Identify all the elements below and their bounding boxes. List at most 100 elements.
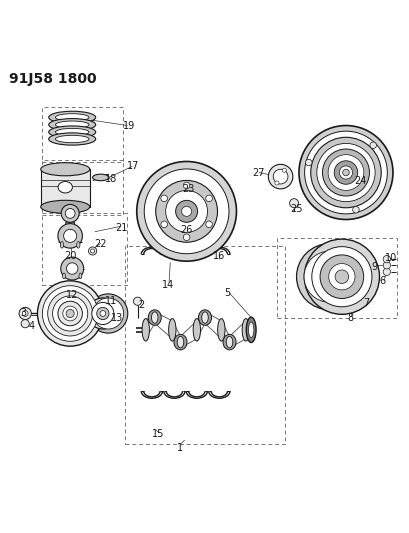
Text: 17: 17 <box>127 161 139 172</box>
Circle shape <box>97 308 109 320</box>
Circle shape <box>339 166 352 179</box>
Text: 20: 20 <box>64 251 76 261</box>
Ellipse shape <box>49 133 95 145</box>
Circle shape <box>66 309 74 318</box>
Circle shape <box>298 126 392 220</box>
Circle shape <box>183 182 189 189</box>
Ellipse shape <box>198 310 211 325</box>
Circle shape <box>87 298 118 329</box>
Circle shape <box>90 249 94 253</box>
Circle shape <box>66 263 78 274</box>
Text: 19: 19 <box>123 120 135 131</box>
Ellipse shape <box>55 121 89 128</box>
Text: 91J58 1800: 91J58 1800 <box>9 72 96 86</box>
Circle shape <box>47 291 92 336</box>
Ellipse shape <box>173 334 187 350</box>
Ellipse shape <box>222 334 236 350</box>
Polygon shape <box>63 222 76 236</box>
Circle shape <box>342 169 348 176</box>
Circle shape <box>281 168 285 172</box>
Ellipse shape <box>63 273 65 279</box>
Text: 9: 9 <box>371 262 377 271</box>
Text: 12: 12 <box>66 290 78 300</box>
Circle shape <box>133 297 142 305</box>
Circle shape <box>334 270 348 284</box>
Ellipse shape <box>79 273 82 279</box>
Circle shape <box>319 255 363 298</box>
Circle shape <box>175 200 197 222</box>
Text: 6: 6 <box>379 276 385 286</box>
Circle shape <box>274 181 278 185</box>
Ellipse shape <box>193 319 200 341</box>
Text: 14: 14 <box>162 280 174 290</box>
Circle shape <box>352 206 358 213</box>
Text: 8: 8 <box>346 312 352 322</box>
Circle shape <box>165 190 207 232</box>
Bar <box>276 238 396 318</box>
Text: 11: 11 <box>105 296 117 306</box>
Circle shape <box>65 208 75 219</box>
Circle shape <box>100 311 106 317</box>
Circle shape <box>92 302 114 325</box>
Text: 13: 13 <box>111 312 123 322</box>
Ellipse shape <box>177 336 183 348</box>
Ellipse shape <box>55 114 89 121</box>
Circle shape <box>382 262 389 269</box>
Circle shape <box>296 244 362 310</box>
Circle shape <box>183 234 189 240</box>
Circle shape <box>305 159 311 166</box>
Circle shape <box>63 306 77 321</box>
Circle shape <box>181 206 191 216</box>
Circle shape <box>137 161 236 261</box>
Text: 21: 21 <box>115 223 127 233</box>
Ellipse shape <box>151 312 157 324</box>
Circle shape <box>272 169 287 184</box>
Circle shape <box>61 204 79 222</box>
Ellipse shape <box>92 174 109 181</box>
Text: 4: 4 <box>28 321 34 331</box>
Text: 26: 26 <box>180 225 192 235</box>
Circle shape <box>303 239 379 314</box>
Ellipse shape <box>246 317 256 343</box>
Circle shape <box>88 294 128 333</box>
Ellipse shape <box>40 200 90 213</box>
Circle shape <box>322 149 369 196</box>
Circle shape <box>155 181 217 242</box>
Circle shape <box>289 199 298 208</box>
Circle shape <box>37 281 103 346</box>
Ellipse shape <box>201 312 208 324</box>
Circle shape <box>88 247 97 255</box>
Circle shape <box>92 298 124 329</box>
Ellipse shape <box>60 241 63 248</box>
Circle shape <box>382 268 389 276</box>
Circle shape <box>382 255 389 263</box>
Circle shape <box>327 155 363 190</box>
Ellipse shape <box>148 310 161 325</box>
Text: 10: 10 <box>384 253 396 263</box>
Ellipse shape <box>168 319 175 341</box>
Circle shape <box>42 286 98 341</box>
Ellipse shape <box>248 322 253 337</box>
Text: 1: 1 <box>177 443 183 454</box>
Circle shape <box>304 131 387 214</box>
Text: 24: 24 <box>353 176 366 185</box>
Circle shape <box>160 221 167 228</box>
Bar <box>125 246 284 444</box>
Circle shape <box>311 247 371 307</box>
Circle shape <box>58 224 82 248</box>
Ellipse shape <box>49 126 95 138</box>
Bar <box>41 213 127 285</box>
Circle shape <box>369 142 375 149</box>
Text: 27: 27 <box>251 167 264 177</box>
Text: 3: 3 <box>20 309 26 319</box>
Circle shape <box>205 195 212 201</box>
Ellipse shape <box>142 319 149 341</box>
Circle shape <box>205 221 212 228</box>
Text: 25: 25 <box>290 204 302 214</box>
Ellipse shape <box>49 111 95 124</box>
Text: 5: 5 <box>224 288 230 298</box>
Ellipse shape <box>242 319 249 341</box>
Text: 23: 23 <box>182 184 194 194</box>
Circle shape <box>58 301 82 326</box>
Ellipse shape <box>58 182 72 193</box>
